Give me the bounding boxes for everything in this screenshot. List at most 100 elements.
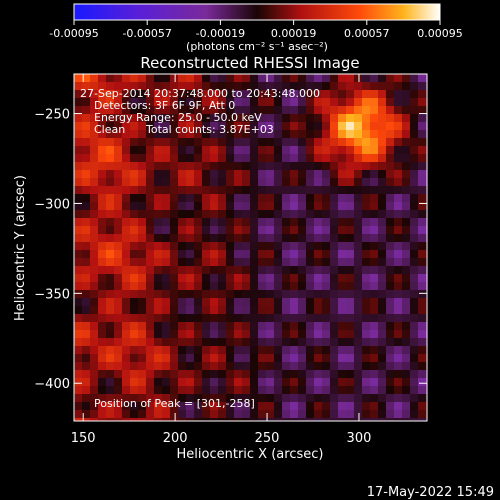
- heatmap-cell: [282, 370, 290, 378]
- heatmap-cell: [402, 330, 410, 338]
- heatmap-cell: [402, 298, 410, 306]
- heatmap-cell: [418, 370, 426, 378]
- heatmap-cell: [82, 138, 90, 146]
- heatmap-cell: [98, 378, 106, 386]
- heatmap-cell: [122, 346, 130, 354]
- heatmap-cell: [170, 298, 178, 306]
- heatmap-cell: [122, 402, 130, 410]
- heatmap-cell: [306, 218, 314, 226]
- heatmap-cell: [202, 386, 210, 394]
- heatmap-cell: [330, 266, 338, 274]
- colorbar: [73, 3, 441, 21]
- heatmap-cell: [354, 122, 362, 130]
- heatmap-cell: [242, 338, 250, 346]
- heatmap-cell: [290, 298, 298, 306]
- heatmap-cell: [338, 330, 346, 338]
- heatmap-cell: [178, 162, 186, 170]
- heatmap-cell: [162, 234, 170, 242]
- heatmap-cell: [146, 114, 154, 122]
- heatmap-cell: [418, 362, 426, 370]
- heatmap-cell: [314, 282, 322, 290]
- heatmap-cell: [218, 370, 226, 378]
- heatmap-cell: [298, 266, 306, 274]
- heatmap-cell: [138, 418, 146, 421]
- heatmap-cell: [402, 322, 410, 330]
- heatmap-cell: [418, 290, 426, 298]
- heatmap-cell: [218, 74, 226, 82]
- heatmap-cell: [282, 354, 290, 362]
- heatmap-cell: [154, 266, 162, 274]
- heatmap-cell: [234, 354, 242, 362]
- heatmap-cell: [154, 90, 162, 98]
- heatmap-cell: [98, 338, 106, 346]
- heatmap-cell: [330, 322, 338, 330]
- heatmap-cell: [138, 354, 146, 362]
- heatmap-cell: [170, 394, 178, 402]
- heatmap-cell: [250, 378, 258, 386]
- heatmap-cell: [122, 138, 130, 146]
- heatmap-cell: [274, 178, 282, 186]
- heatmap-cell: [354, 330, 362, 338]
- heatmap-cell: [162, 386, 170, 394]
- heatmap-cell: [170, 226, 178, 234]
- heatmap-cell: [418, 338, 426, 346]
- heatmap-cell: [146, 282, 154, 290]
- heatmap-cell: [378, 130, 386, 138]
- heatmap-cell: [306, 210, 314, 218]
- heatmap-cell: [314, 410, 322, 418]
- heatmap-cell: [162, 378, 170, 386]
- heatmap-cell: [346, 162, 354, 170]
- heatmap-cell: [130, 370, 138, 378]
- heatmap-cell: [146, 354, 154, 362]
- heatmap-cell: [394, 378, 402, 386]
- heatmap-cell: [322, 106, 330, 114]
- heatmap-cell: [114, 306, 122, 314]
- heatmap-cell: [338, 106, 346, 114]
- heatmap-cell: [282, 162, 290, 170]
- heatmap-cell: [170, 354, 178, 362]
- heatmap-cell: [130, 82, 138, 90]
- heatmap-cell: [154, 386, 162, 394]
- heatmap-cell: [306, 122, 314, 130]
- heatmap-cell: [250, 346, 258, 354]
- heatmap-cell: [154, 130, 162, 138]
- heatmap-cell: [290, 82, 298, 90]
- heatmap-cell: [210, 202, 218, 210]
- heatmap-cell: [402, 226, 410, 234]
- heatmap-cell: [122, 418, 130, 421]
- heatmap-cell: [362, 98, 370, 106]
- heatmap-cell: [178, 74, 186, 82]
- heatmap-cell: [234, 178, 242, 186]
- heatmap-cell: [306, 314, 314, 322]
- heatmap-cell: [338, 82, 346, 90]
- heatmap-cell: [218, 274, 226, 282]
- heatmap-cell: [106, 194, 114, 202]
- heatmap-cell: [146, 370, 154, 378]
- heatmap-cell: [362, 186, 370, 194]
- heatmap-cell: [250, 74, 258, 82]
- heatmap-cell: [234, 410, 242, 418]
- heatmap-cell: [170, 186, 178, 194]
- heatmap-cell: [194, 362, 202, 370]
- heatmap-cell: [218, 226, 226, 234]
- heatmap-cell: [306, 162, 314, 170]
- heatmap-cell: [210, 410, 218, 418]
- heatmap-cell: [306, 234, 314, 242]
- heatmap-cell: [162, 194, 170, 202]
- heatmap-cell: [274, 234, 282, 242]
- heatmap-cell: [186, 82, 194, 90]
- heatmap-cell: [330, 346, 338, 354]
- heatmap-cell: [106, 202, 114, 210]
- heatmap-cell: [226, 346, 234, 354]
- heatmap-cell: [194, 314, 202, 322]
- heatmap-cell: [258, 146, 266, 154]
- heatmap-cell: [146, 154, 154, 162]
- heatmap-cell: [154, 394, 162, 402]
- heatmap-cell: [194, 354, 202, 362]
- heatmap-cell: [266, 418, 274, 421]
- heatmap-cell: [418, 122, 426, 130]
- heatmap-cell: [242, 354, 250, 362]
- heatmap-cell: [202, 170, 210, 178]
- heatmap-cell: [306, 202, 314, 210]
- heatmap-cell: [186, 130, 194, 138]
